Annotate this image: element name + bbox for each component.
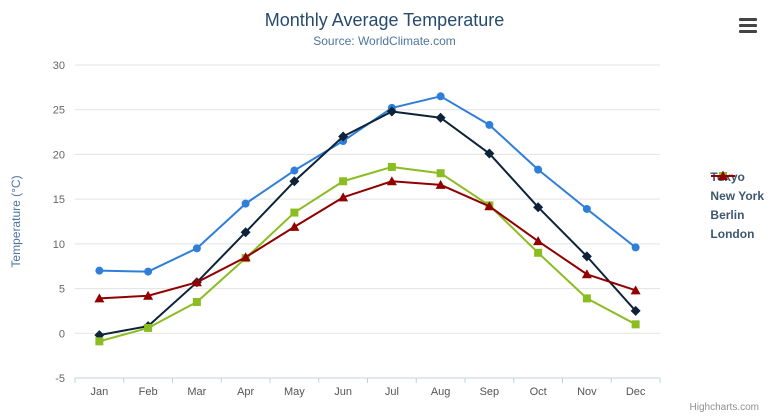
x-axis [74, 377, 661, 383]
data-point[interactable] [338, 192, 349, 202]
x-tick-label: Jun [334, 386, 352, 398]
data-point[interactable] [289, 221, 300, 231]
data-point[interactable] [582, 204, 591, 213]
hamburger-menu-icon [739, 18, 757, 21]
data-point[interactable] [95, 266, 104, 275]
legend-label: London [710, 227, 755, 241]
series-line-new-york[interactable] [99, 110, 637, 337]
data-point[interactable] [95, 337, 104, 346]
data-point[interactable] [718, 171, 729, 180]
data-point[interactable] [338, 131, 349, 142]
y-gridlines [75, 64, 660, 379]
y-tick-label: 15 [53, 194, 65, 206]
legend-marker-triangle-icon [711, 171, 736, 180]
data-point[interactable] [630, 285, 641, 295]
hamburger-menu-icon [739, 24, 757, 27]
data-point[interactable] [581, 269, 592, 279]
series-tokyo[interactable] [95, 92, 640, 276]
x-axis-labels: Jan Feb Mar Apr May Jun Jul Aug Sep Oct Nov Dec [91, 386, 646, 398]
hamburger-menu-icon [739, 30, 757, 33]
data-point[interactable] [144, 323, 153, 332]
y-axis-title: Temperature (°C) [9, 175, 23, 267]
y-tick-label: 20 [53, 149, 65, 161]
data-point[interactable] [435, 112, 446, 123]
data-point[interactable] [436, 92, 445, 101]
data-point[interactable] [631, 320, 640, 329]
data-point[interactable] [289, 176, 300, 187]
series-line-tokyo[interactable] [99, 95, 637, 273]
legend-label: New York [710, 189, 764, 203]
x-tick-label: Dec [626, 386, 646, 398]
data-point[interactable] [240, 227, 251, 238]
x-tick-label: May [284, 386, 305, 398]
data-point[interactable] [485, 120, 494, 129]
data-point[interactable] [484, 148, 495, 159]
y-axis-labels: -5 0 5 10 15 20 25 30 [53, 60, 65, 385]
legend-label: Berlin [710, 208, 745, 222]
y-tick-label: 30 [53, 60, 65, 72]
data-point[interactable] [191, 277, 202, 287]
legend-item-london[interactable]: London [710, 171, 764, 241]
x-tick-label: Nov [577, 386, 597, 398]
data-point[interactable] [192, 244, 201, 253]
legend-item-new-york[interactable]: New York [710, 171, 764, 203]
series-line-berlin[interactable] [99, 165, 637, 343]
data-point[interactable] [192, 297, 201, 306]
export-menu-button[interactable] [739, 18, 757, 33]
data-point[interactable] [144, 267, 153, 276]
data-point[interactable] [435, 179, 446, 189]
data-point[interactable] [241, 199, 250, 208]
data-point[interactable] [387, 162, 396, 171]
series-new-york[interactable] [94, 106, 641, 341]
credits-link[interactable]: Highcharts.com [689, 402, 759, 413]
x-tick-label: Apr [237, 386, 254, 398]
data-point[interactable] [386, 106, 397, 117]
data-point[interactable] [290, 166, 299, 175]
y-tick-label: 5 [59, 284, 65, 296]
data-point[interactable] [534, 248, 543, 257]
x-tick-label: Oct [530, 386, 547, 398]
data-point[interactable] [94, 293, 105, 303]
data-point[interactable] [582, 294, 591, 303]
y-tick-label: 25 [53, 105, 65, 117]
x-tick-label: Feb [139, 386, 158, 398]
x-tick-label: Sep [480, 386, 500, 398]
legend-item-berlin[interactable]: Berlin [710, 172, 764, 222]
x-tick-label: Jul [385, 386, 399, 398]
data-point[interactable] [290, 208, 299, 217]
data-point[interactable] [484, 201, 495, 211]
data-point[interactable] [533, 236, 544, 246]
data-point[interactable] [581, 251, 592, 262]
data-point[interactable] [534, 165, 543, 174]
data-point[interactable] [436, 169, 445, 178]
chart-title: Monthly Average Temperature [264, 10, 505, 30]
y-tick-label: 10 [53, 239, 65, 251]
data-point[interactable] [533, 202, 544, 213]
series-line-london[interactable] [99, 180, 636, 300]
data-point[interactable] [386, 176, 397, 186]
data-point[interactable] [339, 177, 348, 186]
y-tick-label: -5 [55, 373, 65, 385]
x-tick-label: Mar [187, 386, 206, 398]
x-tick-label: Jan [91, 386, 109, 398]
y-tick-label: 0 [59, 328, 65, 340]
data-point[interactable] [631, 243, 640, 252]
data-point[interactable] [630, 305, 641, 316]
chart-subtitle: Source: WorldClimate.com [313, 34, 456, 48]
data-point[interactable] [143, 290, 154, 300]
series-london[interactable] [94, 176, 641, 303]
x-tick-label: Aug [431, 386, 451, 398]
data-point[interactable] [240, 252, 251, 262]
